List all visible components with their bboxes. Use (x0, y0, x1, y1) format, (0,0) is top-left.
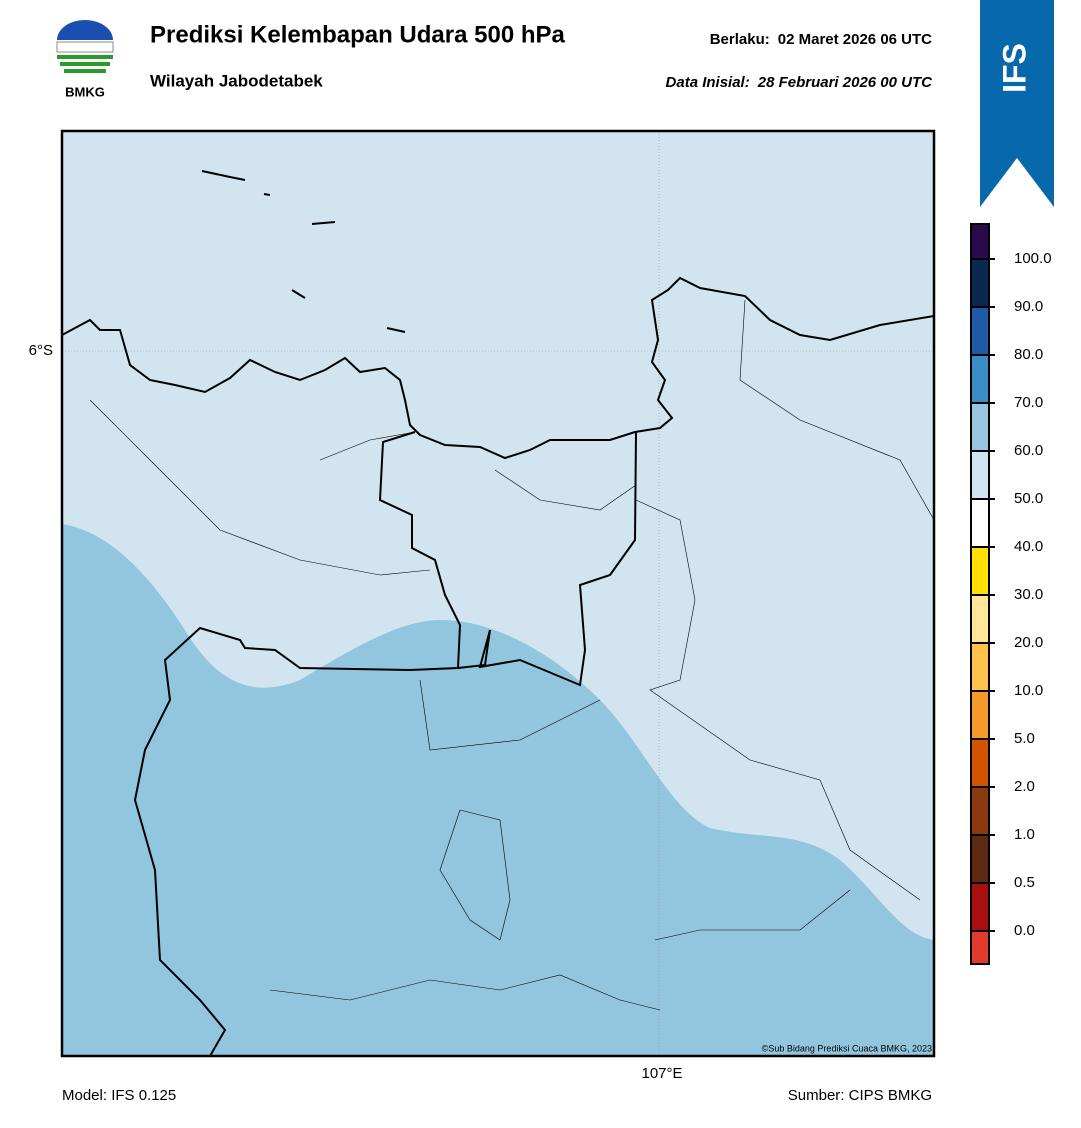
logo-stripe (60, 62, 110, 66)
logo-stripe (57, 55, 113, 59)
color-bin (971, 787, 989, 835)
colorbar-tick-label: 2.0 (1014, 778, 1035, 795)
regency-border (89, 299, 934, 1011)
color-bin (971, 259, 989, 307)
lat-label: 6°S (29, 342, 53, 359)
logo-sky (57, 20, 113, 40)
logo-cloud (56, 41, 114, 53)
init-time: Data Inisial: 28 Februari 2026 00 UTC (666, 74, 934, 91)
colorbar-tick-label: 40.0 (1014, 538, 1043, 555)
colorbar-tick-label: 60.0 (1014, 442, 1043, 459)
colorbar-tick-label: 20.0 (1014, 634, 1043, 651)
map-frame (60, 129, 936, 1058)
province-border (133, 431, 637, 1056)
colorbar-tick-label: 0.5 (1014, 874, 1035, 891)
logo: BMKG (56, 20, 114, 99)
color-bin (971, 499, 989, 547)
colorbar-tick-label: 90.0 (1014, 298, 1043, 315)
logo-text: BMKG (65, 84, 105, 99)
colorbar-tick-label: 70.0 (1014, 394, 1043, 411)
color-bin (971, 643, 989, 691)
footer-source: Sumber: CIPS BMKG (788, 1087, 932, 1104)
humidity-60-70 (62, 524, 934, 1056)
color-bin (971, 931, 989, 964)
island (201, 170, 406, 333)
subtitle: Wilayah Jabodetabek (150, 71, 323, 90)
badge-text: IFS (996, 43, 1032, 93)
color-bin (971, 355, 989, 403)
valid-label: Berlaku: (710, 31, 770, 48)
colorbar-tick-label: 0.0 (1014, 922, 1035, 939)
colorbar-tick-label: 1.0 (1014, 826, 1035, 843)
color-bin (971, 739, 989, 787)
valid-time: Berlaku: 02 Maret 2026 06 UTC (710, 31, 932, 48)
map: ©Sub Bidang Prediksi Cuaca BMKG, 2023 (62, 131, 934, 1056)
color-bin (971, 595, 989, 643)
lon-label: 107°E (641, 1065, 682, 1082)
title: Prediksi Kelembapan Udara 500 hPa (150, 21, 566, 48)
valid-value: 02 Maret 2026 06 UTC (778, 31, 932, 48)
color-bin (971, 547, 989, 595)
credit: ©Sub Bidang Prediksi Cuaca BMKG, 2023 (762, 1043, 932, 1053)
color-bin (971, 307, 989, 355)
coastline (62, 276, 934, 460)
color-bin (971, 451, 989, 499)
color-bin (971, 835, 989, 883)
colorbar-tick-label: 50.0 (1014, 490, 1043, 507)
colorbar-tick-label: 30.0 (1014, 586, 1043, 603)
colorbar-tick-label: 5.0 (1014, 730, 1035, 747)
footer-model: Model: IFS 0.125 (62, 1087, 176, 1104)
logo-stripe (64, 69, 106, 73)
color-bin (971, 691, 989, 739)
colorbar: 0.0 0.5 1.0 2.0 5.0 10.0 20.0 30.0 40.0 50.0 60.0 7… (970, 223, 1052, 965)
color-bin (971, 403, 989, 451)
colorbar-tick-label: 10.0 (1014, 682, 1043, 699)
model-badge (980, 0, 1054, 207)
colorbar-tick-label: 80.0 (1014, 346, 1043, 363)
color-bin (971, 224, 989, 259)
color-bin (971, 883, 989, 931)
init-label: Data Inisial: (666, 74, 750, 91)
init-value: 28 Februari 2026 00 UTC (757, 74, 933, 91)
colorbar-tick-label: 100.0 (1014, 250, 1052, 267)
